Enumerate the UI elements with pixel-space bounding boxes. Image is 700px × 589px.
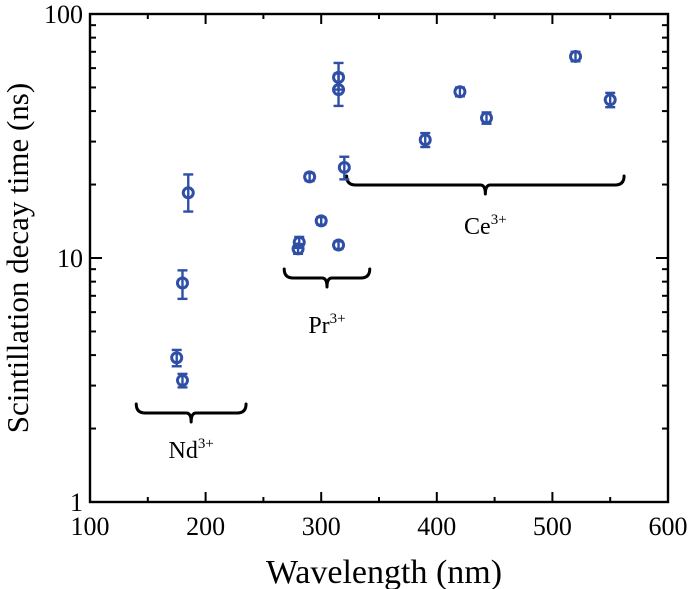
group-label-superscript: 3+ [330, 311, 346, 327]
data-points [170, 49, 617, 389]
y-tick-label: 1 [70, 488, 83, 517]
group-labels: Nd3+Pr3+Ce3+ [168, 212, 506, 464]
group-label-name: Pr [308, 313, 329, 339]
group-label-pr: Pr3+ [308, 311, 345, 339]
data-point-ce [453, 85, 467, 99]
data-point-nd [175, 276, 189, 290]
data-point-pr [314, 214, 328, 228]
data-point-nd [175, 373, 189, 387]
group-label-superscript: 3+ [198, 436, 214, 452]
data-point-pr [332, 70, 346, 84]
x-tick-label: 200 [186, 512, 225, 541]
data-point-nd [170, 351, 184, 365]
x-tick-label: 600 [649, 512, 688, 541]
group-brackets [134, 174, 626, 424]
data-point-nd [181, 186, 195, 200]
data-point-pr [337, 160, 351, 174]
group-label-ce: Ce3+ [464, 212, 507, 240]
group-label-superscript: 3+ [491, 212, 507, 228]
data-point-pr [292, 235, 306, 249]
x-tick-label: 100 [71, 512, 110, 541]
data-point-ce [603, 93, 617, 107]
bracket-pr [282, 267, 372, 289]
x-tick-labels: 100 200 300 400 500 600 [71, 512, 688, 541]
plot-frame [88, 12, 670, 504]
x-tick-label: 400 [417, 512, 456, 541]
y-tick-label: 10 [57, 244, 83, 273]
y-axis-label: Scintillation decay time (ns) [0, 83, 35, 433]
x-axis-label: Wavelength (nm) [266, 554, 502, 589]
data-point-pr [303, 170, 317, 184]
x-tick-label: 500 [533, 512, 572, 541]
group-label-nd: Nd3+ [168, 436, 213, 464]
bracket-ce [345, 174, 626, 196]
data-point-ce [569, 49, 583, 63]
data-point-ce [480, 111, 494, 125]
group-label-name: Nd [168, 438, 197, 464]
data-point-ce [418, 133, 432, 147]
group-label-name: Ce [464, 214, 491, 240]
data-point-pr [332, 238, 346, 252]
y-tick-labels: 1 10 100 [44, 0, 83, 517]
x-tick-label: 300 [302, 512, 341, 541]
bracket-nd [134, 402, 248, 424]
y-tick-label: 100 [44, 0, 83, 29]
ticks-layer [89, 13, 669, 503]
